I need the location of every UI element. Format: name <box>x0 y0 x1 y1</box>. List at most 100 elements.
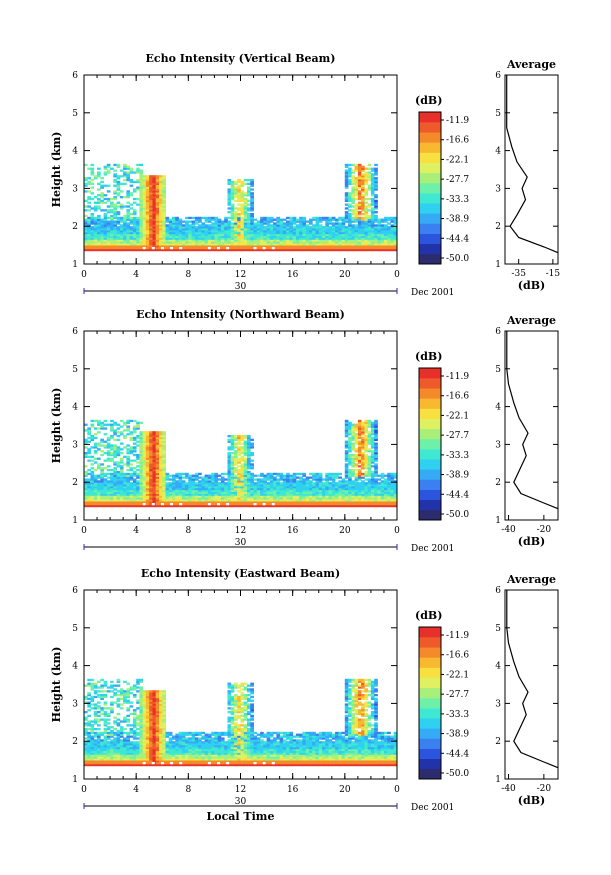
heat-cell <box>318 241 323 244</box>
heat-cell <box>234 503 238 506</box>
heat-cell <box>149 180 153 184</box>
heat-cell <box>234 192 238 195</box>
heat-cell <box>256 239 261 242</box>
heat-cell <box>374 448 378 451</box>
heatmap-field <box>84 163 398 252</box>
heat-cell <box>106 499 111 502</box>
heat-cell <box>260 226 264 229</box>
heat-cell <box>100 470 104 474</box>
heat-cell <box>364 442 369 445</box>
heat-cell <box>312 235 316 238</box>
heat-gap <box>142 246 146 250</box>
heat-cell <box>354 235 359 238</box>
heat-cell <box>387 484 391 487</box>
heat-cell <box>367 438 372 441</box>
heat-cell <box>227 446 232 449</box>
heat-cell <box>214 476 219 479</box>
heat-cell <box>155 493 160 496</box>
heat-cell <box>106 453 111 457</box>
heat-cell <box>165 239 170 242</box>
heat-cell <box>159 440 163 443</box>
heat-cell <box>207 220 212 223</box>
heat-cell <box>234 480 238 483</box>
heat-cell <box>145 194 150 197</box>
heat-cell <box>113 190 117 193</box>
heat-cell <box>344 233 349 237</box>
heat-cell <box>214 239 219 242</box>
heat-cell <box>374 169 378 172</box>
heat-cell <box>295 245 300 248</box>
heat-cell <box>119 478 124 481</box>
heat-cell <box>309 228 313 231</box>
heat-cell <box>302 230 307 233</box>
heat-cell <box>142 461 147 464</box>
heat-cell <box>191 482 196 485</box>
heat-cell <box>155 209 160 212</box>
heat-cell <box>393 495 398 498</box>
heat-cell <box>354 457 359 460</box>
heat-cell <box>185 233 189 237</box>
heat-cell <box>100 423 104 426</box>
heat-cell <box>364 450 369 453</box>
heat-cell <box>145 433 150 436</box>
heat-cell <box>361 448 365 451</box>
heat-cell <box>263 476 267 479</box>
heat-cell <box>152 472 157 476</box>
heat-cell <box>129 213 134 216</box>
heat-cell <box>185 504 189 508</box>
heat-cell <box>227 482 232 485</box>
heat-cell <box>162 442 166 445</box>
heat-cell <box>188 235 192 238</box>
heat-cell <box>292 486 297 489</box>
heat-cell <box>351 433 356 436</box>
heat-cell <box>292 247 297 250</box>
heat-cell <box>237 470 241 474</box>
heat-cell <box>136 504 140 508</box>
heat-cell <box>84 239 88 242</box>
heat-cell <box>149 503 153 506</box>
heat-cell <box>100 192 104 195</box>
heat-cell <box>181 484 186 487</box>
heat-cell <box>370 501 375 504</box>
heat-cell <box>139 482 144 485</box>
heat-cell <box>263 499 267 502</box>
heat-cell <box>119 497 124 500</box>
heat-cell <box>207 233 212 237</box>
heat-cell <box>159 177 163 180</box>
heat-cell <box>263 245 267 248</box>
heat-cell <box>256 233 261 237</box>
heat-cell <box>387 503 391 506</box>
heat-cell <box>390 226 395 229</box>
heat-cell <box>387 497 391 500</box>
heat-cell <box>155 438 160 441</box>
heat-cell <box>269 497 274 500</box>
heat-cell <box>100 184 104 187</box>
heat-cell <box>279 487 284 491</box>
heat-cell <box>315 503 320 506</box>
heat-cell <box>155 461 160 464</box>
heat-cell <box>87 196 91 199</box>
heat-cell <box>97 241 101 244</box>
heat-cell <box>155 457 160 460</box>
heat-cell <box>155 205 160 208</box>
heat-cell <box>93 504 98 508</box>
heat-cell <box>97 224 101 227</box>
heat-cell <box>155 495 160 498</box>
heat-cell <box>357 501 362 504</box>
heat-cell <box>172 495 176 498</box>
heat-cell <box>247 503 251 506</box>
heat-cell <box>325 237 329 240</box>
heat-cell <box>390 486 395 489</box>
heat-cell <box>286 501 290 504</box>
heat-cell <box>234 222 238 225</box>
heat-cell <box>230 196 235 199</box>
heat-cell <box>282 484 287 487</box>
heat-cell <box>234 196 238 199</box>
heat-cell <box>315 216 320 220</box>
heat-cell <box>188 241 192 244</box>
heat-cell <box>357 182 362 185</box>
heat-cell <box>240 501 245 504</box>
heat-cell <box>142 235 147 238</box>
heat-cell <box>344 237 349 240</box>
heat-cell <box>322 489 326 493</box>
